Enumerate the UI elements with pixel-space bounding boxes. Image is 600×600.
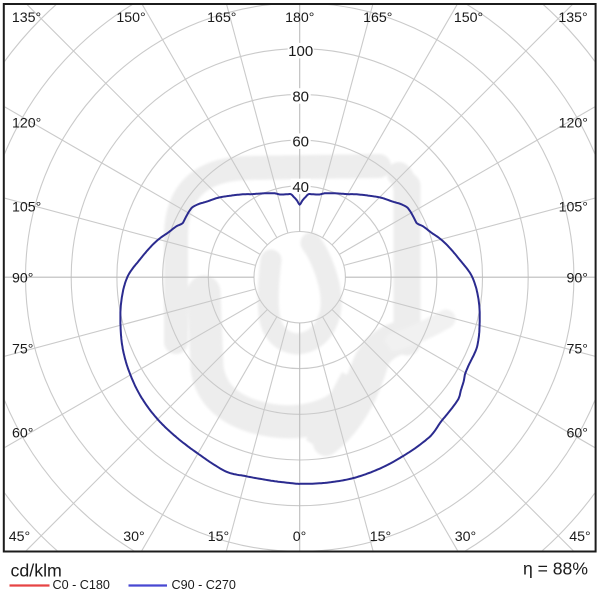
svg-text:165°: 165° [207,10,236,26]
svg-text:150°: 150° [454,10,483,26]
svg-text:75°: 75° [567,342,588,358]
svg-text:30°: 30° [123,529,144,545]
svg-text:105°: 105° [559,200,588,216]
svg-text:15°: 15° [370,529,391,545]
svg-text:80: 80 [292,88,309,105]
svg-text:60: 60 [292,134,309,151]
svg-text:135°: 135° [558,10,587,26]
svg-text:60°: 60° [567,426,588,442]
svg-text:135°: 135° [12,10,41,26]
svg-text:C0 - C180: C0 - C180 [53,578,110,592]
svg-text:165°: 165° [363,10,392,26]
svg-text:0°: 0° [293,529,307,545]
svg-text:60°: 60° [12,426,33,442]
svg-text:105°: 105° [12,200,41,216]
svg-text:45°: 45° [569,529,590,545]
svg-text:150°: 150° [116,10,145,26]
svg-text:40: 40 [292,179,309,196]
svg-text:75°: 75° [12,342,33,358]
svg-text:120°: 120° [559,116,588,132]
svg-text:45°: 45° [9,529,30,545]
svg-text:15°: 15° [208,529,229,545]
svg-text:C90 - C270: C90 - C270 [172,578,236,592]
svg-text:30°: 30° [455,529,476,545]
svg-text:180°: 180° [285,10,314,26]
svg-text:cd/klm: cd/klm [11,561,62,581]
svg-text:120°: 120° [12,116,41,132]
svg-text:90°: 90° [567,271,588,287]
svg-text:90°: 90° [12,271,33,287]
svg-text:100: 100 [288,43,313,60]
svg-text:η = 88%: η = 88% [523,559,588,579]
